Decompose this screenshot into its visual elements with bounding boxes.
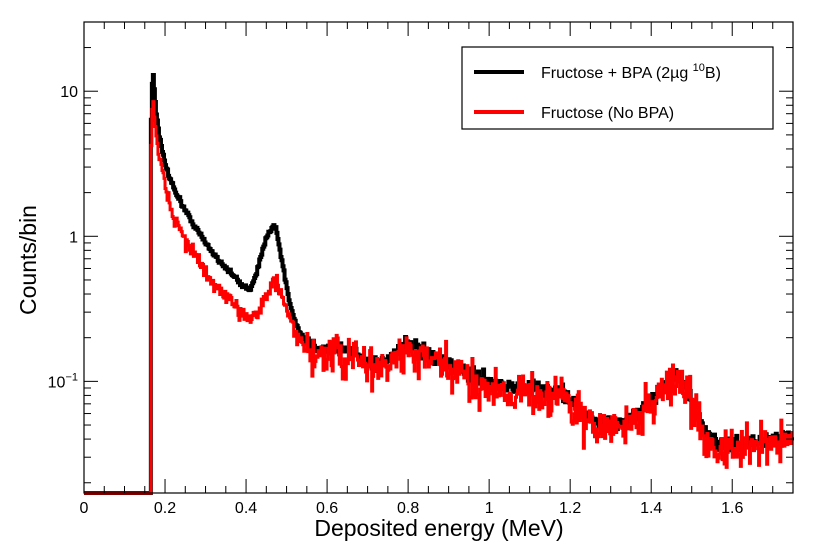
y-tick-label: 10 — [60, 84, 78, 101]
legend-label-bpa-element: B) — [705, 65, 721, 82]
x-tick-label: 0 — [80, 500, 89, 517]
labels-layer: 0 0.2 0.4 0.6 0.8 1 1.2 1.4 1.6 10−1 1 10 — [48, 84, 744, 517]
x-tick-label: 0.2 — [154, 500, 176, 517]
legend-label-bpa: Fructose + BPA (2µg 10B) — [541, 62, 721, 82]
x-tick-label: 0.6 — [316, 500, 338, 517]
legend-label-bpa-isotope: 10 — [693, 62, 705, 74]
series-layer — [84, 73, 794, 495]
legend-label-no-bpa: Fructose (No BPA) — [541, 105, 674, 122]
x-tick-label: 0.4 — [235, 500, 257, 517]
axes-layer — [83, 21, 794, 494]
legend-box — [461, 46, 774, 130]
series-fructose-no-bpa — [84, 100, 794, 495]
x-tick-label: 1 — [485, 500, 494, 517]
y-tick-label: 10−1 — [48, 371, 78, 391]
y-axis-title: Counts/bin — [15, 205, 41, 315]
legend-label-bpa-text: Fructose + BPA (2µg — [541, 65, 693, 82]
legend: Fructose + BPA (2µg 10B) Fructose (No BP… — [461, 46, 774, 130]
x-axis-title: Deposited energy (MeV) — [314, 515, 563, 541]
y-tick-label: 1 — [69, 229, 78, 246]
x-tick-label: 1.2 — [559, 500, 581, 517]
x-tick-label: 1.4 — [640, 500, 662, 517]
x-tick-label: 0.8 — [397, 500, 419, 517]
plot-frame — [83, 21, 794, 494]
x-tick-label: 1.6 — [721, 500, 743, 517]
